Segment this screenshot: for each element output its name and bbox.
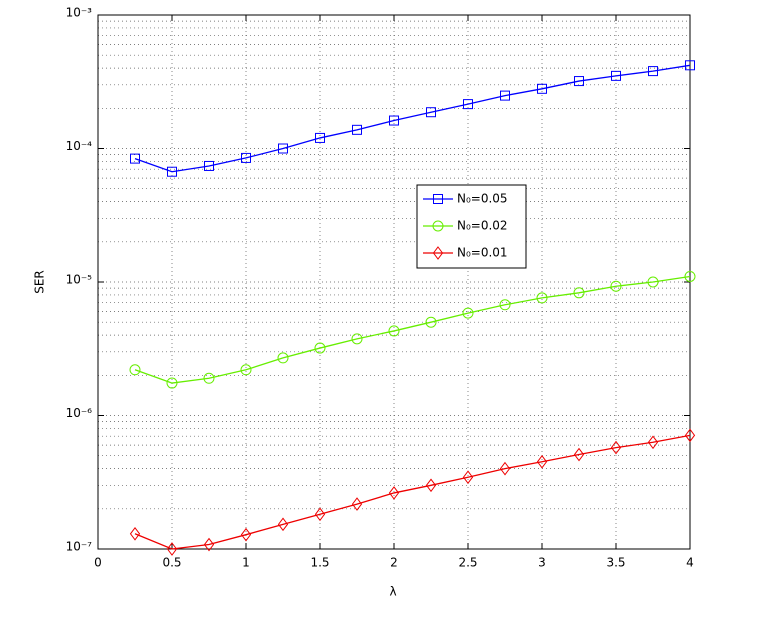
data-point [610,280,622,292]
series-line [134,434,691,550]
data-point [648,66,658,77]
data-point [462,307,474,319]
legend-label: N₀=0.05 [457,192,508,206]
data-point [388,486,400,500]
data-point [574,76,584,87]
data-point [463,99,473,110]
data-point [499,299,511,311]
y-axis-label: SER [33,270,47,294]
data-point [388,325,400,337]
x-tick-label: 2 [390,556,398,570]
data-point [315,132,325,143]
data-point [462,470,474,485]
data-point [537,83,547,94]
series-line [134,64,691,173]
y-tick-label: 10⁻³ [66,6,93,20]
x-tick-label: 0.5 [162,556,181,570]
data-point [684,270,696,282]
data-point [684,428,696,443]
data-point [685,60,695,71]
data-point [129,364,141,376]
x-tick-label: 0 [94,556,102,570]
data-point [278,143,288,154]
data-point [351,333,363,345]
x-tick-label: 1.5 [310,556,329,570]
data-point [500,90,510,101]
legend-label: N₀=0.01 [457,246,508,260]
data-point [167,166,177,177]
data-point [389,115,399,126]
x-tick-label: 4 [686,556,694,570]
data-point [573,447,585,462]
data-point [240,364,252,376]
data-point [130,153,140,164]
plot-frame [97,14,691,550]
y-tick-label: 10⁻⁶ [66,406,93,420]
legend-label: N₀=0.02 [457,219,508,233]
data-point [425,478,437,493]
data-point [241,152,251,163]
series-line [134,275,691,384]
x-axis-label: λ [389,585,396,599]
data-point [351,497,363,511]
data-point [314,342,326,354]
data-point [277,517,289,532]
data-point [647,276,659,288]
legend-marker [432,220,444,232]
y-tick-label: 10⁻⁵ [66,273,93,287]
data-point [611,70,621,81]
x-tick-label: 1 [242,556,250,570]
data-point [314,507,326,522]
data-point [425,316,437,328]
x-tick-label: 2.5 [458,556,477,570]
data-point [277,352,289,364]
y-tick-label: 10⁻⁷ [66,540,93,554]
data-point [610,440,622,455]
data-point [426,107,436,118]
x-tick-label: 3 [538,556,546,570]
data-point [204,160,214,171]
data-point [166,542,178,556]
data-point [129,526,141,541]
data-point [203,372,215,384]
data-point [499,461,511,476]
data-point [536,454,548,469]
data-point [573,287,585,299]
y-tick-label: 10⁻⁴ [66,139,93,153]
x-tick-label: 3.5 [606,556,625,570]
legend-marker [433,194,443,204]
data-point [647,435,659,450]
data-point [352,124,362,135]
data-point [166,377,178,389]
data-point [240,527,252,542]
data-point [203,537,215,552]
data-point [536,292,548,304]
legend-marker [432,246,444,260]
